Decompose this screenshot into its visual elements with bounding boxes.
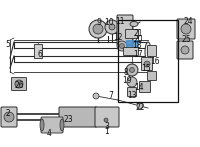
Text: 17: 17: [133, 50, 143, 59]
Ellipse shape: [40, 119, 44, 131]
Text: 15: 15: [141, 64, 151, 73]
Circle shape: [181, 24, 191, 34]
Text: 18: 18: [132, 41, 142, 50]
FancyBboxPatch shape: [41, 117, 63, 133]
Circle shape: [104, 118, 108, 122]
Circle shape: [105, 20, 119, 34]
Text: 14: 14: [134, 83, 144, 92]
FancyBboxPatch shape: [177, 41, 193, 59]
Circle shape: [101, 115, 111, 125]
Text: 21: 21: [133, 29, 143, 38]
Text: 20: 20: [133, 35, 143, 44]
Circle shape: [130, 67, 134, 72]
Text: 11: 11: [115, 17, 125, 26]
Circle shape: [15, 80, 23, 88]
Text: 5: 5: [6, 40, 10, 49]
Text: 2: 2: [5, 109, 10, 118]
Text: 3: 3: [105, 122, 109, 131]
Text: 24: 24: [183, 17, 193, 26]
FancyBboxPatch shape: [124, 47, 138, 56]
Text: 8: 8: [124, 67, 128, 77]
Text: 10: 10: [104, 18, 114, 27]
Text: 4: 4: [47, 128, 51, 138]
Circle shape: [4, 112, 14, 122]
Ellipse shape: [145, 42, 151, 62]
Circle shape: [137, 103, 143, 109]
Text: 12: 12: [113, 33, 123, 42]
FancyBboxPatch shape: [140, 81, 151, 92]
FancyBboxPatch shape: [117, 15, 133, 45]
Circle shape: [117, 41, 127, 51]
Ellipse shape: [60, 119, 64, 131]
FancyBboxPatch shape: [142, 57, 153, 71]
FancyBboxPatch shape: [12, 77, 26, 91]
Circle shape: [89, 20, 107, 38]
Text: 7: 7: [109, 91, 113, 100]
Text: 26: 26: [15, 81, 24, 90]
Bar: [126, 40, 138, 46]
Circle shape: [93, 24, 103, 34]
FancyBboxPatch shape: [95, 107, 119, 127]
Text: 22: 22: [135, 103, 145, 112]
Text: 13: 13: [127, 91, 137, 100]
Bar: [34, 44, 42, 58]
Text: 25: 25: [181, 35, 191, 44]
Text: 1: 1: [105, 127, 109, 136]
FancyBboxPatch shape: [177, 19, 195, 39]
Circle shape: [144, 61, 150, 67]
Ellipse shape: [130, 21, 138, 26]
FancyBboxPatch shape: [128, 87, 136, 96]
Bar: [118, 20, 178, 102]
Circle shape: [181, 46, 189, 54]
FancyBboxPatch shape: [126, 30, 138, 39]
Circle shape: [120, 44, 124, 49]
Circle shape: [127, 77, 137, 87]
FancyBboxPatch shape: [59, 107, 97, 127]
FancyBboxPatch shape: [148, 46, 156, 56]
Text: 23: 23: [63, 115, 73, 124]
Circle shape: [109, 24, 115, 30]
Circle shape: [126, 64, 138, 76]
FancyBboxPatch shape: [148, 71, 156, 81]
Text: 9: 9: [97, 18, 101, 27]
Text: 16: 16: [150, 56, 160, 66]
FancyBboxPatch shape: [1, 107, 17, 127]
Circle shape: [93, 93, 99, 99]
Text: 6: 6: [38, 50, 42, 59]
Text: 19: 19: [122, 76, 132, 85]
